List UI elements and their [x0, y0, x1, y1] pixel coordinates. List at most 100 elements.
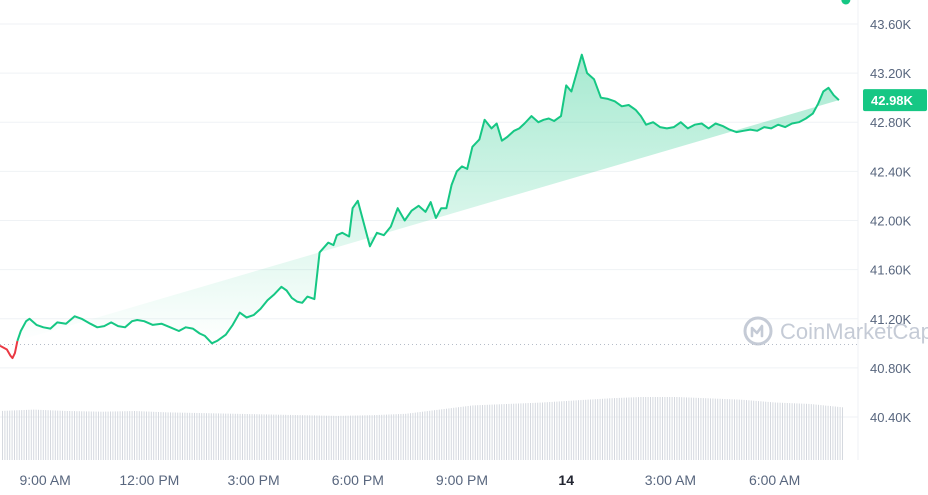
volume-bar — [23, 410, 25, 460]
volume-bar — [378, 414, 380, 460]
last-price-point[interactable] — [841, 0, 851, 5]
volume-bar — [354, 415, 356, 460]
volume-bar — [765, 401, 767, 460]
volume-bar — [422, 411, 423, 460]
x-tick-label: 14 — [558, 472, 574, 488]
volume-bar — [371, 415, 373, 460]
volume-bar — [318, 415, 320, 460]
price-line-below-open — [0, 340, 19, 360]
volume-bar — [760, 401, 762, 460]
volume-bar — [621, 397, 623, 460]
volume-bar — [119, 411, 121, 460]
price-area-fill — [17, 54, 839, 344]
volume-bar — [669, 397, 671, 460]
volume-bar — [705, 398, 707, 460]
volume-bar — [242, 413, 243, 460]
volume-bar — [364, 415, 366, 460]
volume-bar — [417, 412, 419, 460]
volume-bar — [779, 402, 781, 460]
volume-bar — [170, 412, 171, 460]
volume-bar — [558, 401, 560, 460]
volume-bar — [275, 414, 277, 460]
volume-bar — [479, 405, 481, 460]
volume-bar — [249, 414, 251, 460]
volume-bar — [26, 409, 27, 460]
volume-bar — [16, 410, 18, 460]
volume-bar — [820, 405, 822, 460]
price-line — [16, 53, 840, 345]
x-axis: 9:00 AM 12:00 PM 3:00 PM 6:00 PM 9:00 PM 14 3:… — [19, 472, 800, 488]
volume-bar — [686, 397, 687, 460]
volume-bar — [594, 399, 596, 460]
volume-bar — [592, 399, 594, 460]
volume-bar — [465, 406, 467, 460]
volume-bar — [194, 412, 195, 460]
volume-bar — [302, 415, 303, 460]
volume-bar — [218, 413, 219, 460]
volume-bar — [698, 397, 699, 460]
volume-bar — [352, 415, 354, 460]
x-tick-label: 12:00 PM — [119, 472, 179, 488]
volume-bar — [695, 397, 697, 460]
volume-bar — [604, 398, 606, 460]
volume-bar — [448, 408, 450, 460]
volume-bar — [222, 413, 224, 460]
volume-bar — [580, 400, 582, 460]
volume-bar — [165, 412, 167, 460]
volume-bar — [455, 407, 457, 460]
volume-bar — [88, 411, 90, 460]
x-tick-label: 6:00 PM — [332, 472, 384, 488]
volume-bar — [664, 397, 666, 460]
volume-bar — [167, 412, 169, 460]
volume-bar — [734, 399, 735, 460]
volume-bar — [206, 413, 207, 460]
volume-bar — [635, 397, 637, 460]
volume-bar — [153, 411, 155, 460]
volume-bar — [626, 397, 627, 460]
volume-bar — [297, 415, 299, 460]
volume-bar — [42, 410, 44, 460]
volume-bar — [18, 410, 20, 460]
volume-bar — [791, 403, 793, 460]
watermark-text: CoinMarketCap — [780, 319, 928, 344]
volume-bar — [251, 414, 253, 460]
volume-bar — [359, 415, 361, 460]
volume-bar — [741, 399, 743, 460]
volume-bar — [93, 411, 95, 460]
volume-bar — [78, 411, 80, 460]
y-tick-label: 41.60K — [870, 263, 912, 278]
volume-bar — [501, 404, 503, 460]
volume-bar — [174, 412, 176, 460]
volume-bar — [527, 403, 529, 460]
volume-bar — [239, 413, 241, 460]
volume-bar — [714, 398, 716, 460]
volume-bar — [395, 414, 397, 460]
volume-bar — [640, 397, 642, 460]
volume-bar — [201, 413, 203, 460]
volume-bar — [431, 410, 433, 460]
volume-bar — [453, 407, 455, 460]
volume-bar — [582, 399, 584, 460]
volume-bar — [102, 411, 104, 460]
volume-bar — [630, 397, 632, 460]
volume-bar — [650, 397, 651, 460]
volume-bar — [254, 414, 255, 460]
volume-bar — [362, 415, 363, 460]
volume-bar — [750, 400, 752, 460]
y-tick-label: 43.20K — [870, 66, 912, 81]
volume-bar — [66, 411, 68, 460]
volume-bar — [474, 405, 476, 460]
volume-bar — [74, 411, 75, 460]
volume-bar — [554, 401, 555, 460]
volume-bar — [719, 398, 721, 460]
volume-bar — [503, 404, 505, 460]
volume-bar — [477, 405, 479, 460]
volume-bar — [333, 415, 335, 460]
volume-bar — [129, 411, 131, 460]
volume-bar — [772, 402, 774, 460]
volume-bar — [801, 403, 803, 460]
volume-bar — [220, 413, 222, 460]
volume-bar — [292, 415, 294, 460]
volume-bar — [623, 397, 625, 460]
